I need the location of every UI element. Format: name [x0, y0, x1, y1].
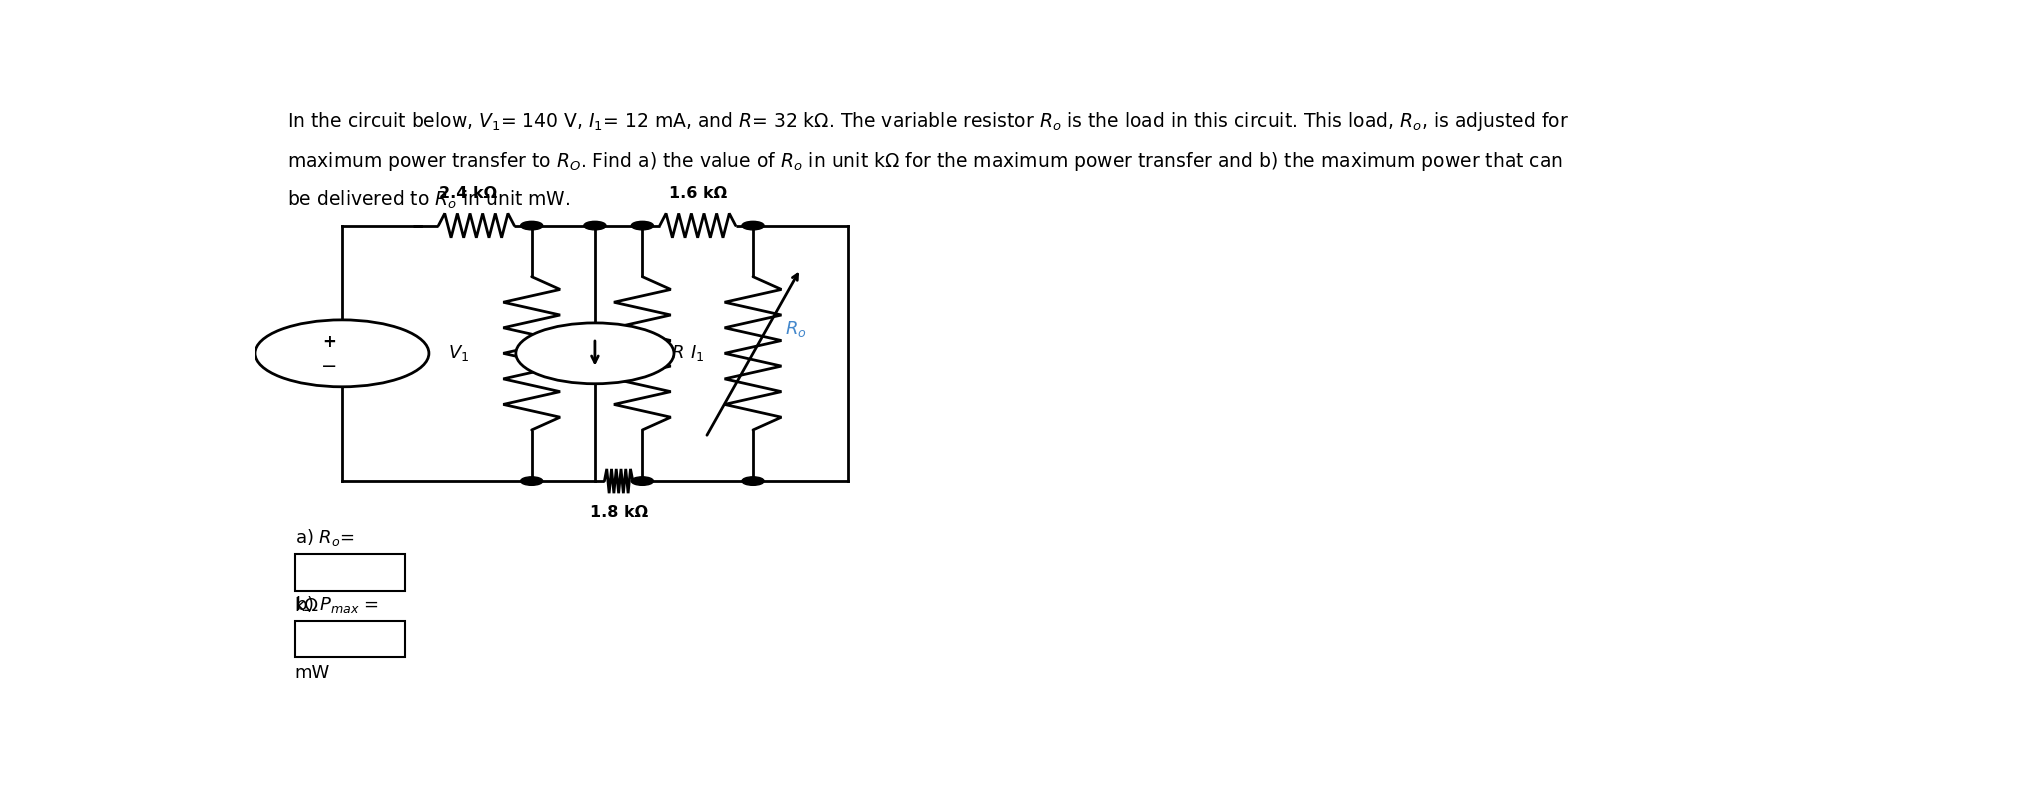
- Circle shape: [516, 323, 673, 384]
- Text: a) $R_o$=: a) $R_o$=: [294, 527, 355, 548]
- Text: −: −: [320, 357, 336, 376]
- Text: mW: mW: [294, 664, 330, 682]
- Bar: [294, 621, 406, 657]
- Text: 4.8 kΩ: 4.8 kΩ: [561, 346, 610, 361]
- Circle shape: [630, 477, 652, 485]
- Text: $V_1$: $V_1$: [449, 344, 469, 363]
- Text: maximum power transfer to $R_O$. Find a) the value of $R_o$ in unit kΩ for the m: maximum power transfer to $R_O$. Find a)…: [285, 149, 1562, 172]
- Bar: [294, 554, 406, 591]
- Circle shape: [583, 221, 606, 230]
- Text: 1.6 kΩ: 1.6 kΩ: [669, 186, 726, 201]
- Circle shape: [520, 477, 542, 485]
- Text: $R$: $R$: [671, 344, 683, 363]
- Text: $R_o$: $R_o$: [785, 319, 805, 339]
- Text: In the circuit below, $V_1$= 140 V, $I_1$= 12 mA, and $R$= 32 kΩ. The variable r: In the circuit below, $V_1$= 140 V, $I_1…: [285, 110, 1568, 133]
- Text: b) $P_{max}$ =: b) $P_{max}$ =: [294, 594, 377, 615]
- Circle shape: [255, 320, 428, 387]
- Circle shape: [520, 221, 542, 230]
- Circle shape: [630, 221, 652, 230]
- Circle shape: [742, 477, 765, 485]
- Text: $I_1$: $I_1$: [689, 344, 703, 363]
- Text: 1.8 kΩ: 1.8 kΩ: [589, 506, 648, 521]
- Text: be delivered to $R_o$ in unit mW.: be delivered to $R_o$ in unit mW.: [285, 189, 569, 212]
- Text: 2.4 kΩ: 2.4 kΩ: [438, 186, 498, 201]
- Text: kΩ: kΩ: [294, 596, 318, 615]
- Circle shape: [742, 221, 765, 230]
- Text: +: +: [322, 333, 336, 352]
